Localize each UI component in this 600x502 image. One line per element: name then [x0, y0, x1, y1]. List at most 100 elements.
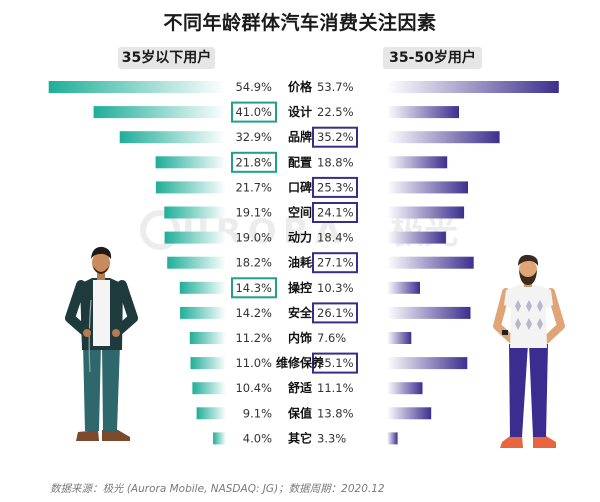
right-bar [387, 432, 398, 445]
left-person-shirt [93, 280, 110, 346]
right-bar [387, 156, 448, 169]
category-label: 舒适 [287, 380, 312, 395]
left-person-hair [91, 246, 112, 259]
right-highlight-box [312, 126, 358, 148]
category-label: 空间 [288, 205, 312, 220]
left-person-head [92, 252, 110, 274]
left-bar [164, 206, 226, 219]
left-bar [192, 382, 226, 395]
left-person-jeans [102, 344, 120, 431]
right-person-arm [493, 288, 516, 344]
left-bar [213, 432, 226, 445]
right-value-label: 10.3% [317, 281, 354, 295]
category-label: 配置 [288, 154, 312, 169]
category-label: 安全 [288, 305, 313, 320]
right-bar [387, 382, 423, 395]
left-bar [190, 357, 226, 370]
right-person-shoe [500, 436, 523, 448]
right-value-label: 25.1% [317, 356, 354, 370]
right-value-label: 18.4% [317, 231, 354, 245]
left-value-label: 14.3% [235, 281, 272, 295]
left-value-label: 32.9% [235, 130, 272, 144]
right-person-shirt-pattern [515, 300, 543, 330]
left-value-label: 4.0% [243, 431, 272, 445]
right-bar [387, 256, 474, 269]
right-person-shirt [504, 285, 553, 348]
right-person-head [519, 259, 537, 281]
right-value-label: 27.1% [317, 256, 354, 270]
right-person-pants [509, 344, 528, 437]
left-person-hand [112, 329, 120, 337]
right-value-label: 35.2% [317, 130, 354, 144]
data-source-note: 数据来源：极光 (Aurora Mobile, NASDAQ: JG)；数据周期… [50, 483, 385, 495]
left-value-label: 11.0% [235, 356, 272, 370]
left-person-chain [88, 299, 92, 373]
right-bar [387, 206, 465, 219]
left-value-label: 14.2% [235, 306, 272, 320]
left-person-arm [65, 280, 91, 337]
category-label: 动力 [288, 230, 312, 245]
left-highlight-box [231, 101, 277, 123]
category-label: 维修保养 [276, 355, 324, 370]
left-value-label: 9.1% [243, 406, 272, 420]
left-bar [48, 81, 227, 93]
chart-title: 不同年龄群体汽车消费关注因素 [163, 12, 437, 34]
right-highlight-box [312, 252, 358, 274]
left-bar [155, 181, 226, 194]
legend-left-group: 35岁以下用户 [118, 47, 215, 69]
right-person-illustration [493, 254, 565, 448]
left-bar [179, 281, 226, 294]
right-highlight-box [312, 352, 358, 374]
right-value-label: 26.1% [317, 306, 354, 320]
right-bar [387, 181, 468, 194]
category-label: 品牌 [288, 129, 312, 144]
right-value-label: 11.1% [317, 381, 354, 395]
right-bar [387, 281, 420, 294]
right-highlight-box [312, 302, 358, 324]
right-bar [387, 106, 459, 119]
right-person-shoe [533, 436, 556, 448]
right-value-label: 53.7% [317, 80, 354, 94]
legend-right-group: 35-50岁用户 [383, 47, 482, 69]
left-person-shoe [102, 430, 130, 441]
left-value-label: 18.2% [235, 256, 272, 270]
left-value-label: 41.0% [235, 105, 272, 119]
left-value-label: 21.7% [235, 180, 272, 194]
left-person-arm [112, 280, 138, 337]
left-value-label: 19.1% [235, 206, 272, 220]
category-label: 口碑 [288, 179, 312, 194]
right-bar [387, 81, 559, 93]
right-value-label: 18.8% [317, 155, 354, 169]
left-person-hand [83, 329, 91, 337]
category-label: 设计 [288, 104, 312, 119]
category-label: 油耗 [288, 255, 312, 270]
right-bar [387, 407, 432, 420]
right-person-hair [518, 254, 539, 266]
right-value-label: 25.3% [317, 180, 354, 194]
category-label: 保值 [287, 405, 312, 420]
right-bar [387, 332, 412, 344]
left-value-label: 21.8% [235, 155, 272, 169]
left-value-label: 19.0% [235, 231, 272, 245]
left-person-beard [93, 266, 109, 274]
left-bar [93, 106, 226, 119]
left-value-label: 10.4% [235, 381, 272, 395]
left-value-label: 54.9% [235, 80, 272, 94]
right-value-label: 3.3% [317, 431, 346, 445]
left-person-shoe [76, 430, 99, 441]
left-highlight-box [231, 277, 277, 299]
right-bar [387, 231, 446, 244]
left-bar [189, 332, 226, 344]
left-person-jeans [83, 344, 101, 431]
right-highlight-box [312, 176, 358, 198]
left-person-neck [97, 270, 105, 280]
right-bar [387, 306, 471, 319]
right-value-label: 24.1% [317, 206, 354, 220]
left-value-label: 11.2% [235, 331, 272, 345]
right-person-pants [529, 344, 548, 437]
watermark-logo-icon [140, 210, 180, 250]
category-label: 其它 [288, 430, 312, 445]
left-highlight-box [231, 151, 277, 173]
